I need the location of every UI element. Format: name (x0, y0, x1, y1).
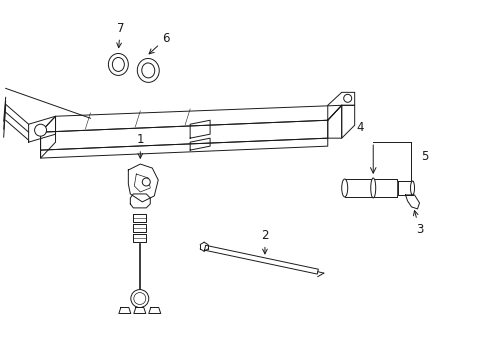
Circle shape (35, 124, 46, 136)
Polygon shape (41, 105, 341, 132)
Polygon shape (41, 120, 327, 150)
Polygon shape (128, 164, 158, 202)
Ellipse shape (112, 58, 124, 71)
Text: 2: 2 (261, 229, 268, 254)
Polygon shape (134, 307, 145, 314)
Text: 3: 3 (412, 211, 422, 236)
Ellipse shape (142, 63, 154, 78)
Ellipse shape (341, 179, 347, 197)
Circle shape (131, 289, 148, 307)
Polygon shape (133, 224, 146, 232)
Circle shape (142, 178, 150, 186)
Polygon shape (190, 120, 210, 138)
Text: 6: 6 (149, 32, 170, 54)
Polygon shape (397, 181, 412, 195)
Polygon shape (190, 138, 210, 150)
Polygon shape (148, 307, 161, 314)
Text: 7: 7 (116, 22, 124, 48)
Polygon shape (133, 214, 146, 222)
Polygon shape (327, 92, 354, 120)
Polygon shape (134, 174, 150, 192)
Polygon shape (41, 138, 327, 158)
Text: 1: 1 (136, 133, 144, 158)
Ellipse shape (370, 178, 375, 198)
Polygon shape (327, 105, 341, 138)
Polygon shape (405, 195, 419, 209)
Text: 5: 5 (421, 150, 428, 163)
Ellipse shape (410, 181, 414, 195)
Polygon shape (204, 245, 318, 274)
Polygon shape (341, 105, 354, 138)
Polygon shape (119, 307, 131, 314)
Polygon shape (41, 116, 56, 158)
Text: 4: 4 (355, 121, 363, 134)
Polygon shape (29, 116, 56, 142)
Polygon shape (133, 234, 146, 242)
Polygon shape (344, 179, 396, 197)
Polygon shape (130, 194, 150, 208)
